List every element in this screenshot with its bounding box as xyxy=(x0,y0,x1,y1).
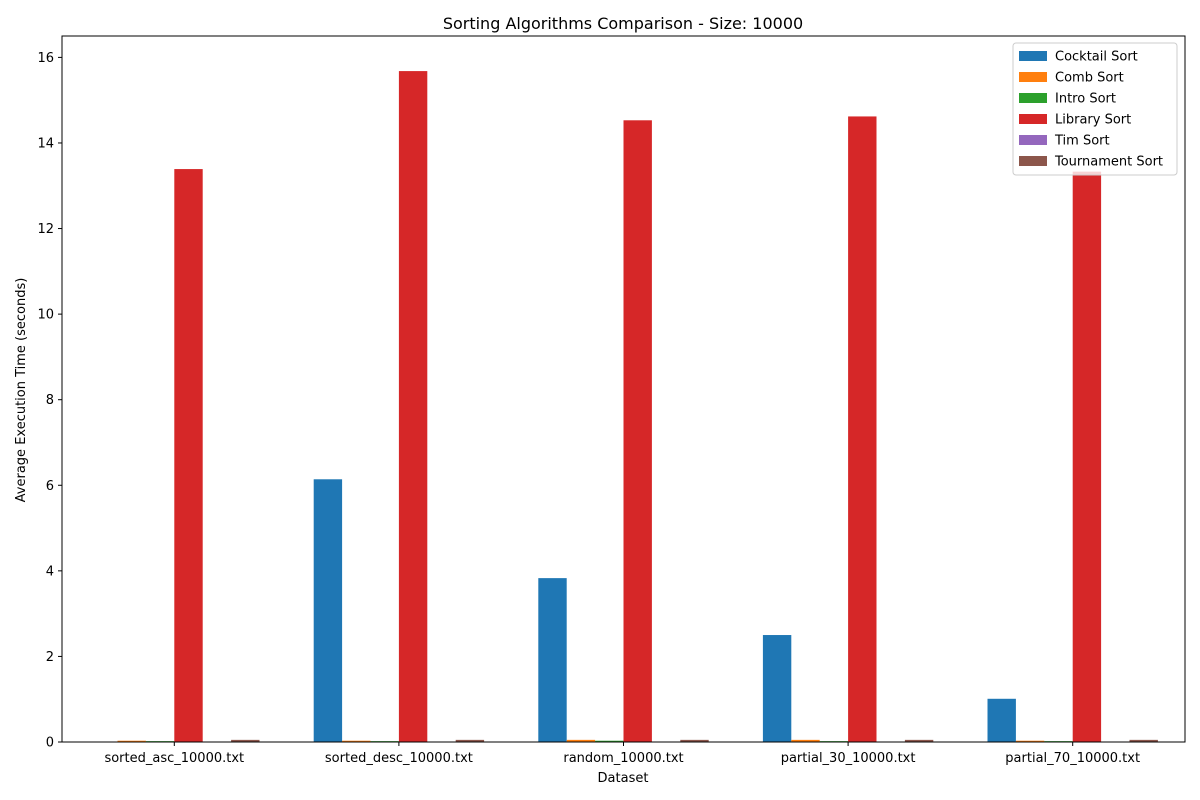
legend-label: Library Sort xyxy=(1055,113,1131,128)
legend-swatch xyxy=(1019,114,1047,124)
bar-library-sort-3 xyxy=(848,116,877,742)
bar-cocktail-sort-3 xyxy=(762,635,792,742)
bar-intro-sort-2 xyxy=(595,740,624,742)
y-axis-label: Average Execution Time (seconds) xyxy=(14,278,29,503)
bar-tournament-sort-2 xyxy=(680,739,709,742)
y-tick-label: 6 xyxy=(46,479,54,494)
y-tick-label: 4 xyxy=(46,564,54,579)
bar-tournament-sort-4 xyxy=(1129,739,1158,742)
x-tick-label: sorted_asc_10000.txt xyxy=(104,751,244,766)
y-tick-label: 12 xyxy=(37,222,54,237)
bar-tournament-sort-0 xyxy=(231,739,260,742)
bar-library-sort-2 xyxy=(623,120,652,743)
bar-cocktail-sort-2 xyxy=(538,578,567,742)
legend-swatch xyxy=(1019,72,1047,82)
x-tick-label: sorted_desc_10000.txt xyxy=(325,751,473,766)
y-tick-label: 14 xyxy=(37,136,54,151)
bar-tournament-sort-1 xyxy=(455,739,485,742)
bar-comb-sort-3 xyxy=(791,739,820,742)
legend-label: Tim Sort xyxy=(1054,134,1110,149)
x-tick-label: random_10000.txt xyxy=(563,751,683,766)
bar-comb-sort-0 xyxy=(117,740,146,742)
x-tick-label: partial_70_10000.txt xyxy=(1005,751,1140,766)
x-axis: sorted_asc_10000.txt sorted_desc_10000.tx… xyxy=(104,742,1140,766)
bar-library-sort-0 xyxy=(174,169,203,742)
y-tick-label: 2 xyxy=(46,650,54,665)
legend-swatch xyxy=(1019,51,1047,61)
bar-comb-sort-4 xyxy=(1015,740,1045,742)
x-tick-label: partial_30_10000.txt xyxy=(781,751,916,766)
bar-cocktail-sort-1 xyxy=(313,479,343,742)
legend-label: Comb Sort xyxy=(1055,71,1124,86)
x-axis-label: Dataset xyxy=(598,771,649,786)
y-axis: 0 2 4 6 8 10 12 14 16 xyxy=(37,51,62,751)
bar-comb-sort-1 xyxy=(342,740,371,742)
legend-swatch xyxy=(1019,93,1047,103)
legend: Cocktail Sort Comb Sort Intro Sort Library … xyxy=(1012,42,1178,176)
bars-group xyxy=(89,71,1158,743)
legend-swatch xyxy=(1019,156,1047,166)
bar-library-sort-4 xyxy=(1072,171,1102,742)
legend-box xyxy=(1012,42,1178,176)
y-tick-label: 16 xyxy=(37,51,54,66)
bar-comb-sort-2 xyxy=(566,739,596,742)
chart-title: Sorting Algorithms Comparison - Size: 10… xyxy=(443,14,803,33)
legend-label: Cocktail Sort xyxy=(1055,50,1138,65)
legend-label: Intro Sort xyxy=(1055,92,1116,107)
legend-label: Tournament Sort xyxy=(1054,155,1163,170)
y-tick-label: 10 xyxy=(37,308,54,323)
y-tick-label: 8 xyxy=(46,393,54,408)
y-tick-label: 0 xyxy=(46,736,54,751)
bar-library-sort-1 xyxy=(398,71,428,742)
bar-tournament-sort-3 xyxy=(904,739,934,742)
legend-swatch xyxy=(1019,135,1047,145)
bar-cocktail-sort-4 xyxy=(987,698,1016,742)
